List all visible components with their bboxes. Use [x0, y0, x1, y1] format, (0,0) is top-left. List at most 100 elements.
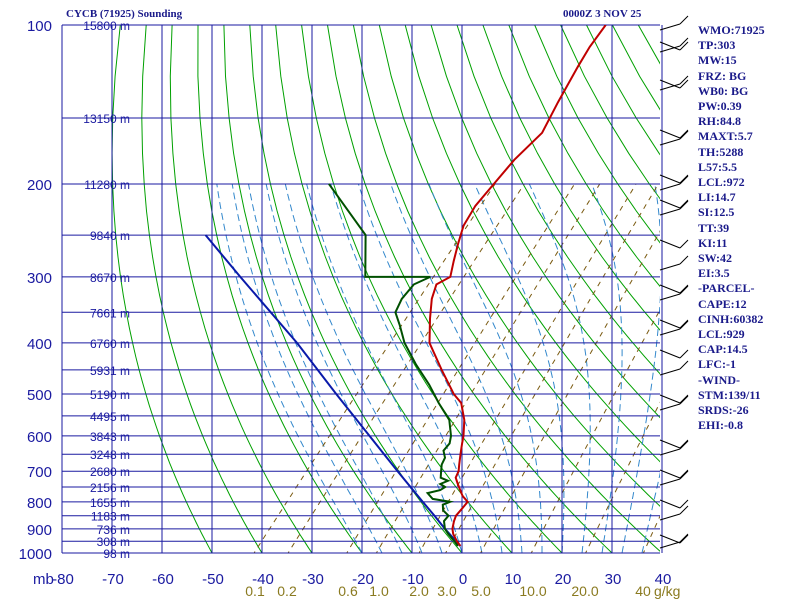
- pressure-label: 400: [27, 336, 52, 353]
- wind-barb: [659, 174, 689, 184]
- temperature-tick-label: 20: [555, 571, 572, 588]
- temperature-tick-label: -40: [252, 571, 274, 588]
- wind-barb-flag: [679, 440, 689, 450]
- mixing-ratio-line: [253, 183, 496, 553]
- mixing-ratio-label: 20.0: [571, 583, 598, 599]
- index-line: TP:303: [698, 38, 736, 53]
- temperature-line: [428, 25, 607, 547]
- dry-adiabat: [111, 25, 213, 553]
- height-label: 5931 m: [90, 364, 130, 378]
- mixing-ratio-label: 0.6: [338, 583, 358, 599]
- dry-adiabat: [482, 25, 660, 331]
- temperature-tick-label: -70: [102, 571, 124, 588]
- wind-barb-staff: [659, 534, 681, 544]
- wind-barb: [659, 15, 689, 31]
- wind-barb-staff: [659, 448, 681, 456]
- wind-barb-staff: [659, 263, 681, 271]
- wind-barb-flag: [679, 360, 689, 370]
- dry-adiabat: [430, 25, 660, 419]
- mixing-ratio-label: 3.0: [437, 583, 457, 599]
- wind-barb-flag: [679, 534, 689, 544]
- wind-barb: [659, 79, 689, 89]
- height-label: 13150 m: [83, 112, 130, 126]
- wind-barb: [659, 505, 689, 521]
- wind-barb-flag: [679, 255, 689, 265]
- wind-barb-flag: [679, 499, 689, 509]
- temperature-tick-label: 40: [655, 571, 672, 588]
- pressure-label: 500: [27, 387, 52, 404]
- mixing-ratio-line: [530, 308, 660, 553]
- moist-adiabat: [390, 183, 523, 553]
- mixing-ratio-label: 40: [635, 583, 651, 599]
- wind-barb: [659, 533, 689, 549]
- station-title: CYCB (71925) Sounding: [66, 8, 183, 20]
- pressure-label: 300: [27, 270, 52, 287]
- height-label: 1183 m: [91, 510, 130, 524]
- index-line: TT:39: [698, 220, 730, 235]
- wind-barb-flag: [679, 470, 689, 480]
- wind-barb-flag: [679, 239, 689, 249]
- wind-barb-flag: [679, 505, 689, 515]
- height-label: 8670 m: [90, 271, 130, 285]
- wind-barb-staff: [659, 129, 681, 139]
- wind-barb: [659, 394, 689, 404]
- wind-barb-flag: [679, 533, 689, 543]
- index-line: WB0: BG: [698, 83, 749, 98]
- moist-adiabat: [357, 183, 503, 553]
- height-label: 2680 m: [90, 465, 130, 479]
- index-line: LI:14.7: [698, 190, 736, 205]
- dry-adiabat: [169, 25, 313, 553]
- wind-barb-flag: [679, 37, 689, 47]
- wind-barb-staff: [659, 183, 681, 191]
- height-label: 5190 m: [90, 388, 130, 402]
- pressure-label: 1000: [19, 546, 52, 563]
- temperature-tick-label: -10: [402, 571, 424, 588]
- wind-barb-staff: [659, 239, 681, 249]
- wind-barb-flag: [679, 75, 689, 85]
- wind-barb-staff: [659, 469, 681, 479]
- wind-barb-flag: [679, 349, 689, 359]
- temperature-tick-label: -80: [52, 571, 74, 588]
- wind-barb-staff: [659, 513, 681, 521]
- mixing-ratio-line: [375, 183, 601, 553]
- mixing-ratio-label: 5.0: [471, 583, 491, 599]
- wind-barb-staff: [659, 349, 681, 359]
- wind-barb: [659, 129, 689, 139]
- index-line: WMO:71925: [698, 23, 765, 37]
- wind-barb-staff: [659, 439, 681, 449]
- wind-barb: [659, 360, 689, 376]
- parcel-path-line: [204, 234, 462, 547]
- dry-adiabat: [141, 25, 263, 553]
- wind-barb-flag: [679, 174, 689, 184]
- height-label: 15800 m: [83, 19, 130, 33]
- wind-barb: [659, 499, 689, 509]
- moist-adiabat: [528, 183, 591, 553]
- wind-barb-staff: [659, 199, 681, 209]
- wind-barb-staff: [659, 45, 681, 53]
- pressure-label: 800: [27, 495, 52, 512]
- wind-barb-staff: [659, 328, 681, 336]
- wind-barb-staff: [659, 394, 681, 404]
- height-label: 3248 m: [90, 448, 130, 462]
- dry-adiabat: [301, 25, 563, 553]
- indices-panel: WMO:71925 TP:303 MW:15 FRZ: BG WB0: BG PW:0.3…: [698, 23, 765, 433]
- sounding-datetime: 0000Z 3 NOV 25: [563, 8, 642, 20]
- wind-barb: [659, 470, 689, 486]
- temperature-tick-label: -20: [352, 571, 374, 588]
- moist-adiabat: [428, 183, 543, 553]
- dry-adiabat: [768, 25, 800, 564]
- moist-adiabat: [265, 183, 423, 553]
- mixing-ratio-unit: g/kg: [654, 583, 680, 599]
- wind-barb-staff: [659, 284, 681, 294]
- index-line: MAXT:5.7: [698, 129, 753, 144]
- temperature-tick-label: 0: [459, 571, 467, 588]
- index-line: EI:3.5: [698, 266, 730, 281]
- index-line: L57:5.5: [698, 159, 737, 174]
- pressure-label: 100: [27, 18, 52, 35]
- index-line: SRDS:-26: [698, 403, 749, 418]
- dry-adiabat: [456, 25, 660, 375]
- dry-adiabat: [586, 25, 660, 156]
- wind-barb: [659, 440, 689, 456]
- mixing-ratio-line: [346, 183, 576, 553]
- wind-barb: [659, 175, 689, 191]
